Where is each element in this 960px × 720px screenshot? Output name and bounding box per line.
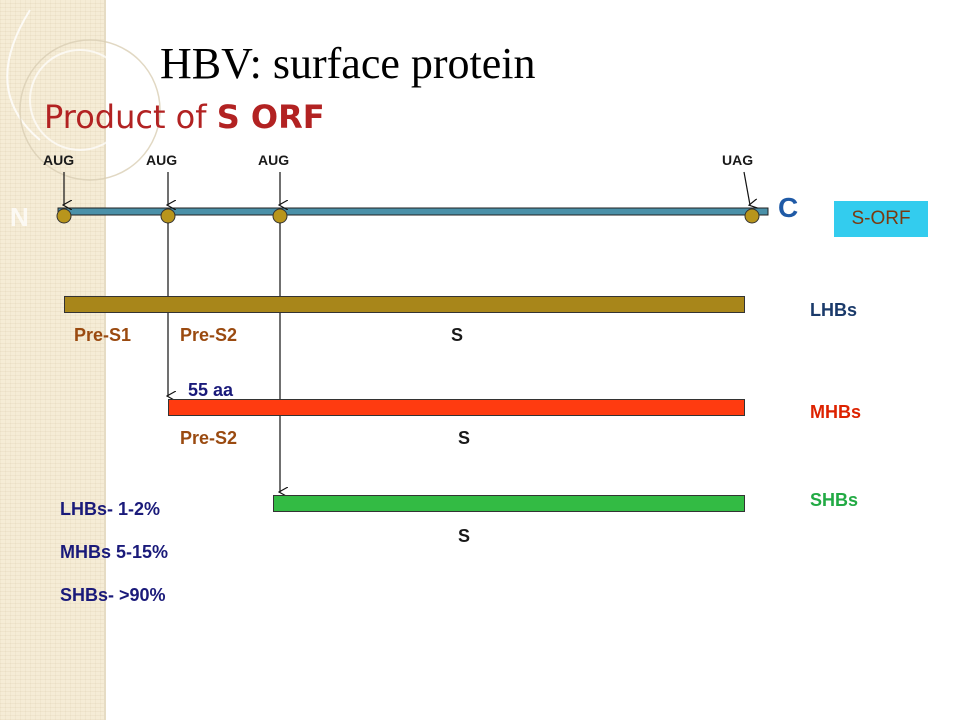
c-terminus-label: C bbox=[778, 192, 799, 223]
start-marker-2 bbox=[160, 208, 176, 224]
stat-lhbs: LHBs- 1-2% bbox=[60, 499, 161, 519]
s-orf-box: S-ORF bbox=[834, 201, 928, 237]
codon-label-aug-2: AUG bbox=[146, 152, 178, 168]
shbs-region-s: S bbox=[458, 526, 471, 546]
codon-label-aug-3: AUG bbox=[258, 152, 290, 168]
subtitle-bold: S ORF bbox=[216, 98, 325, 136]
lhbs-region-pre-s2: Pre-S2 bbox=[180, 325, 238, 345]
n-terminus-label: N bbox=[10, 202, 29, 232]
shbs-bar bbox=[273, 495, 745, 512]
codon-arrow-4 bbox=[743, 171, 750, 205]
slide-subtitle: Product of S ORF bbox=[44, 98, 325, 136]
mhbs-bar bbox=[168, 399, 745, 416]
sidebar-divider bbox=[104, 0, 106, 720]
lhbs-region-pre-s1: Pre-S1 bbox=[74, 325, 132, 345]
codon-label-aug-1: AUG bbox=[43, 152, 75, 168]
lhbs-region-s: S bbox=[451, 325, 464, 345]
codon-label-uag: UAG bbox=[722, 152, 754, 168]
mhbs-region-s: S bbox=[458, 428, 471, 448]
lhbs-bar bbox=[64, 296, 745, 313]
protein-label-lhbs: LHBs bbox=[810, 300, 858, 320]
pre-s1-length-label: 55 aa bbox=[188, 380, 234, 400]
start-marker-3 bbox=[272, 208, 288, 224]
stat-shbs: SHBs- >90% bbox=[60, 585, 166, 605]
page-title: HBV: surface protein bbox=[160, 39, 536, 88]
stop-marker bbox=[744, 208, 760, 224]
stat-mhbs: MHBs 5-15% bbox=[60, 542, 169, 562]
protein-label-shbs: SHBs bbox=[810, 490, 859, 510]
protein-label-mhbs: MHBs bbox=[810, 402, 862, 422]
decorative-sidebar bbox=[0, 0, 106, 720]
subtitle-prefix: Product of bbox=[44, 98, 217, 136]
start-marker-1 bbox=[56, 208, 72, 224]
mhbs-region-pre-s2: Pre-S2 bbox=[180, 428, 238, 448]
